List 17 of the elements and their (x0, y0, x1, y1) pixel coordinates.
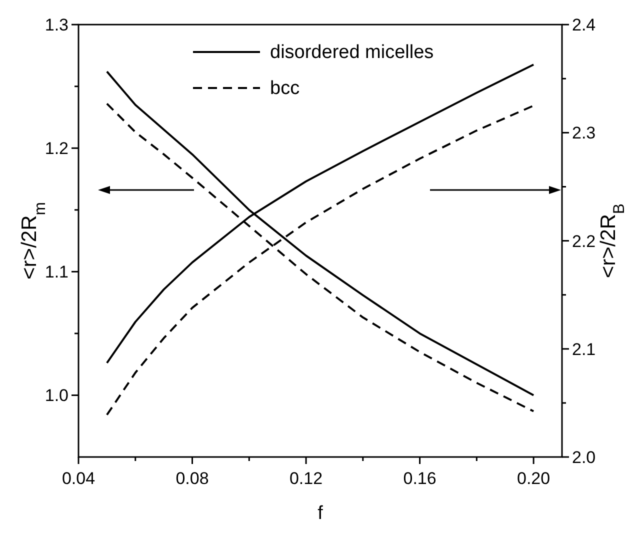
x-tick-label: 0.16 (403, 469, 436, 488)
x-tick-label: 0.12 (289, 469, 323, 488)
x-axis-title: f (318, 503, 324, 524)
x-tick-label: 0.20 (517, 469, 550, 488)
y-tick-label: 1.0 (44, 386, 68, 406)
x-tick-label: 0.08 (176, 469, 209, 488)
y2-tick-label: 2.0 (572, 448, 596, 467)
legend-label: disordered micelles (270, 42, 434, 63)
y-tick-label: 1.3 (44, 16, 68, 35)
x-tick-label: 0.04 (62, 469, 96, 488)
y-tick-label: 1.2 (44, 139, 68, 158)
y2-tick-label: 2.3 (572, 124, 596, 143)
y2-tick-label: 2.4 (572, 16, 596, 35)
y-tick-label: 1.1 (44, 262, 68, 282)
y2-tick-label: 2.1 (572, 340, 596, 359)
y2-tick-label: 2.2 (572, 232, 596, 251)
legend-label: bcc (270, 78, 300, 99)
